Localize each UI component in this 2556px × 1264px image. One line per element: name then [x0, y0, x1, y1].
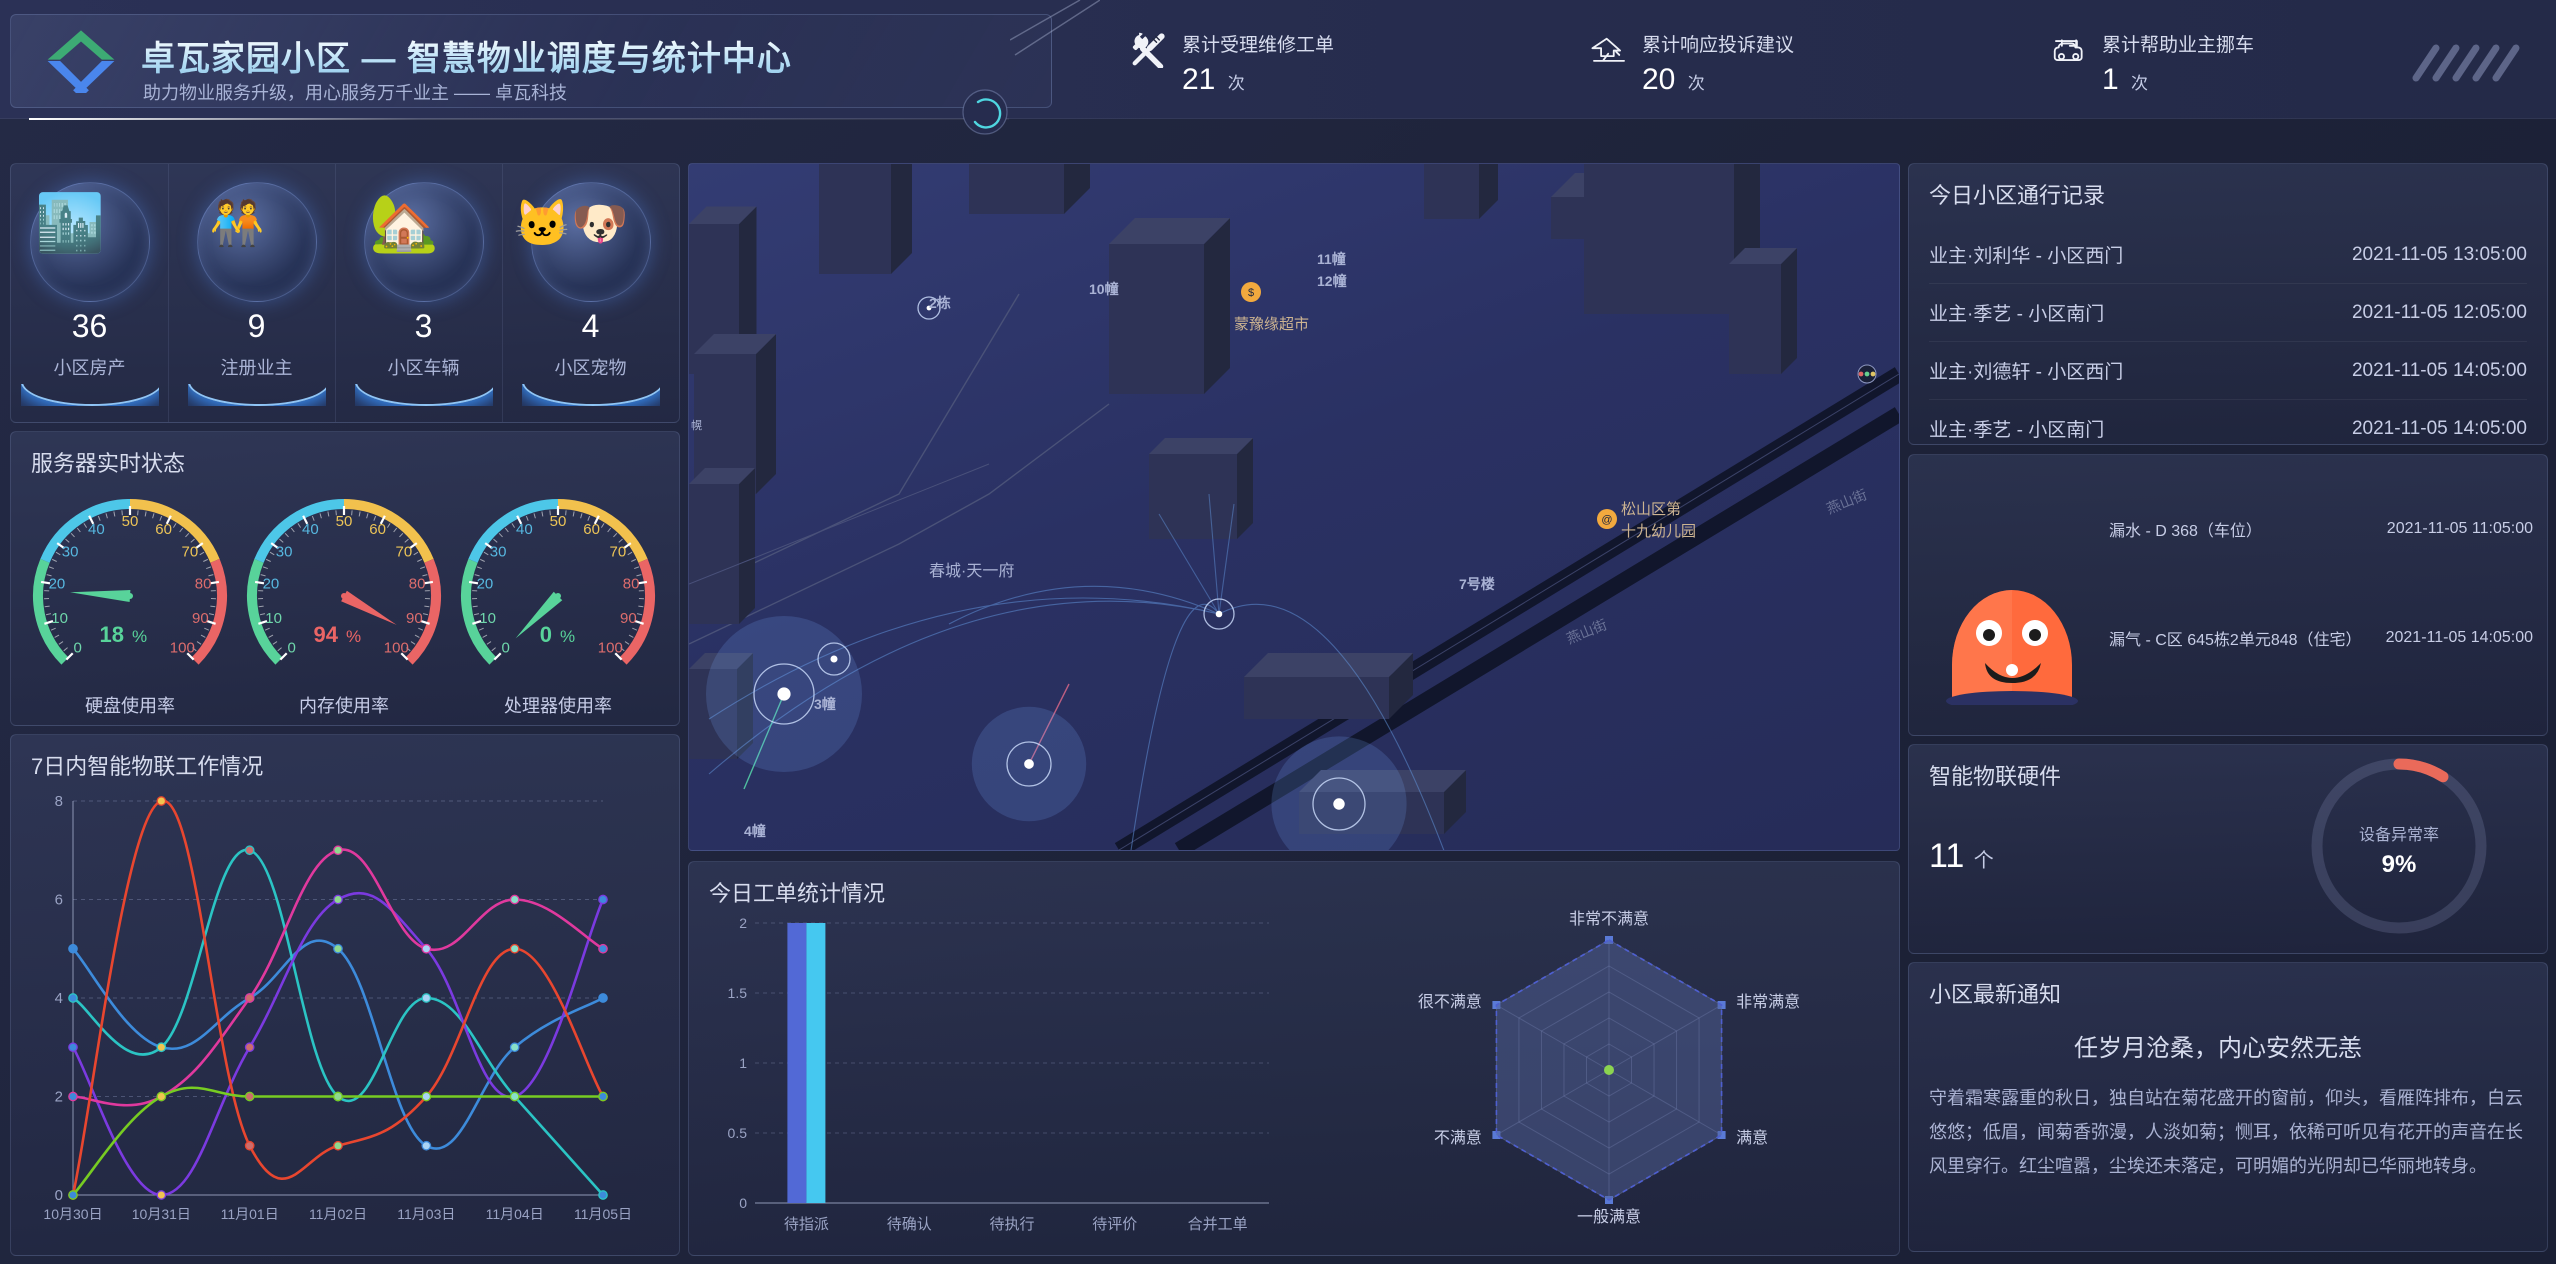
svg-text:20: 20 — [477, 575, 494, 592]
svg-text:30: 30 — [490, 543, 507, 560]
svg-text:80: 80 — [195, 575, 212, 592]
svg-text:不满意: 不满意 — [1434, 1128, 1482, 1147]
svg-text:50: 50 — [336, 513, 353, 530]
svg-text:18: 18 — [100, 622, 124, 647]
svg-text:50: 50 — [550, 513, 567, 530]
svg-text:60: 60 — [369, 521, 386, 538]
svg-text:94: 94 — [314, 622, 339, 647]
svg-text:3幢: 3幢 — [814, 696, 836, 712]
svg-text:40: 40 — [88, 521, 105, 538]
svg-text:设备异常率: 设备异常率 — [2359, 826, 2439, 844]
svg-text:%: % — [132, 627, 147, 646]
svg-text:待评价: 待评价 — [1092, 1216, 1137, 1233]
svg-text:9%: 9% — [2382, 851, 2417, 878]
svg-text:100: 100 — [598, 639, 623, 656]
svg-text:10: 10 — [51, 610, 68, 627]
svg-text:12幢: 12幢 — [1317, 273, 1347, 289]
svg-text:0: 0 — [540, 622, 552, 647]
svg-text:0: 0 — [55, 1187, 63, 1204]
svg-text:一般满意: 一般满意 — [1577, 1207, 1641, 1226]
svg-text:0: 0 — [502, 639, 510, 656]
svg-text:非常不满意: 非常不满意 — [1569, 909, 1649, 928]
svg-text:满意: 满意 — [1736, 1128, 1768, 1147]
svg-text:10幢: 10幢 — [1089, 281, 1119, 297]
svg-text:30: 30 — [62, 543, 79, 560]
svg-text:0: 0 — [74, 639, 82, 656]
svg-text:11月02日: 11月02日 — [309, 1206, 367, 1222]
svg-text:40: 40 — [302, 521, 319, 538]
svg-text:11月03日: 11月03日 — [397, 1206, 455, 1222]
svg-text:0: 0 — [288, 639, 296, 656]
svg-text:待指派: 待指派 — [784, 1216, 829, 1233]
svg-text:10: 10 — [265, 610, 282, 627]
svg-text:11月04日: 11月04日 — [486, 1206, 544, 1222]
svg-text:20: 20 — [49, 575, 66, 592]
svg-text:7号楼: 7号楼 — [1459, 576, 1495, 592]
svg-text:燕山街: 燕山街 — [1824, 486, 1869, 517]
svg-text:80: 80 — [623, 575, 640, 592]
svg-text:合并工单: 合并工单 — [1188, 1216, 1248, 1233]
svg-text:70: 70 — [396, 543, 413, 560]
svg-text:%: % — [560, 627, 575, 646]
svg-text:10月30日: 10月30日 — [43, 1206, 102, 1222]
svg-text:90: 90 — [620, 610, 637, 627]
svg-text:2: 2 — [55, 1089, 63, 1106]
svg-text:70: 70 — [182, 543, 199, 560]
svg-text:11月05日: 11月05日 — [574, 1206, 632, 1222]
svg-text:100: 100 — [384, 639, 409, 656]
svg-text:10月31日: 10月31日 — [132, 1206, 191, 1222]
svg-text:春城·天一府: 春城·天一府 — [929, 562, 1014, 580]
svg-text:6: 6 — [55, 892, 63, 909]
svg-text:非常满意: 非常满意 — [1736, 992, 1800, 1011]
svg-text:0: 0 — [739, 1195, 747, 1211]
svg-text:11月01日: 11月01日 — [221, 1206, 279, 1222]
svg-text:30: 30 — [276, 543, 293, 560]
svg-text:待执行: 待执行 — [989, 1216, 1034, 1233]
svg-text:80: 80 — [409, 575, 426, 592]
svg-text:40: 40 — [516, 521, 533, 538]
svg-text:20: 20 — [263, 575, 280, 592]
svg-text:%: % — [346, 627, 361, 646]
svg-text:60: 60 — [155, 521, 172, 538]
svg-text:70: 70 — [610, 543, 627, 560]
svg-text:待确认: 待确认 — [887, 1216, 932, 1233]
svg-text:4幢: 4幢 — [744, 823, 766, 839]
svg-text:90: 90 — [192, 610, 209, 627]
svg-text:2: 2 — [739, 917, 747, 931]
svg-text:8: 8 — [55, 795, 63, 810]
svg-text:90: 90 — [406, 610, 423, 627]
svg-text:@: @ — [1601, 514, 1612, 526]
svg-text:1.5: 1.5 — [728, 985, 748, 1001]
svg-text:10: 10 — [479, 610, 496, 627]
svg-text:很不满意: 很不满意 — [1418, 992, 1482, 1011]
svg-text:0.5: 0.5 — [728, 1125, 748, 1141]
svg-text:2栋: 2栋 — [929, 295, 951, 311]
svg-text:幌: 幌 — [691, 418, 702, 432]
svg-text:十九幼儿园: 十九幼儿园 — [1621, 523, 1696, 540]
svg-text:蒙豫缘超市: 蒙豫缘超市 — [1234, 316, 1309, 333]
svg-text:$: $ — [1248, 287, 1254, 299]
svg-text:50: 50 — [122, 513, 139, 530]
svg-text:1: 1 — [739, 1055, 747, 1071]
svg-text:100: 100 — [170, 639, 195, 656]
svg-text:4: 4 — [55, 990, 63, 1007]
svg-text:松山区第: 松山区第 — [1621, 500, 1681, 518]
svg-text:60: 60 — [583, 521, 600, 538]
svg-text:11幢: 11幢 — [1317, 251, 1346, 267]
